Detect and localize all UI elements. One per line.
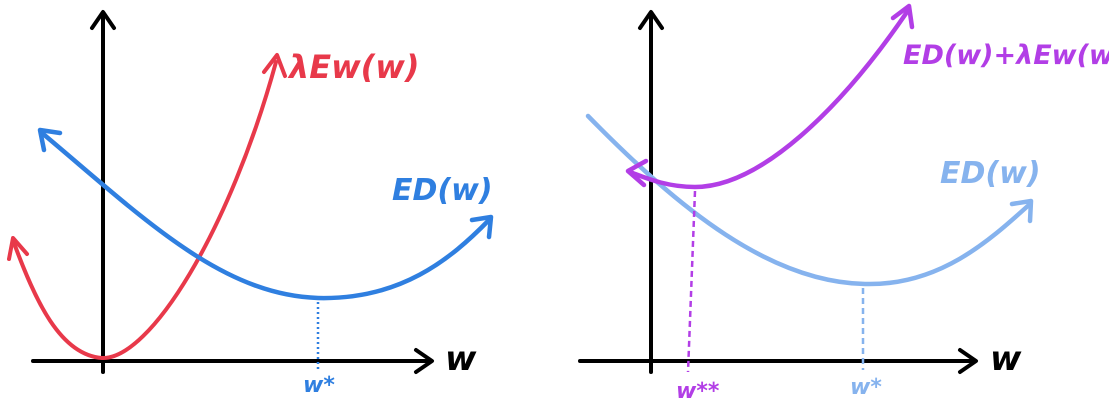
regularizer-curve: [12, 60, 278, 361]
right-x-axis-arrowhead: [958, 348, 978, 374]
left-min-label: w*: [303, 373, 335, 398]
total-error-label: ED(w)+λEw(w): [903, 40, 1109, 71]
data-error-label-left: ED(w): [392, 173, 493, 208]
regularizer-label: λEw(w): [287, 48, 419, 86]
data-error-arrowhead-left: [37, 127, 63, 153]
data-min-label: w*: [850, 375, 882, 400]
left-x-axis-arrowhead: [414, 348, 434, 374]
left-y-axis-arrowhead: [90, 10, 116, 30]
right-axis-label: w: [990, 339, 1022, 379]
left-panel: λEw(w) ED(w) w w*: [7, 10, 494, 398]
total-error-arrowhead-left: [625, 158, 649, 188]
total-error-curve: [627, 9, 910, 190]
data-error-curve-faded: [585, 113, 1033, 287]
data-error-faded-arrowhead: [1009, 198, 1034, 224]
data-error-curve: [39, 130, 492, 301]
right-panel: ED(w)+λEw(w) ED(w) w w** w*: [578, 3, 1109, 404]
data-error-label-right: ED(w): [940, 156, 1041, 191]
regularizer-arrowhead-left: [7, 236, 29, 261]
total-min-dashed-line: [686, 190, 697, 373]
total-min-label: w**: [676, 379, 720, 404]
right-y-axis-arrowhead: [638, 10, 664, 30]
regularizer-arrowhead-right: [262, 53, 287, 78]
total-error-arrowhead-right: [890, 3, 915, 30]
data-error-arrowhead-right: [469, 214, 494, 240]
left-axis-label: w: [445, 339, 477, 379]
